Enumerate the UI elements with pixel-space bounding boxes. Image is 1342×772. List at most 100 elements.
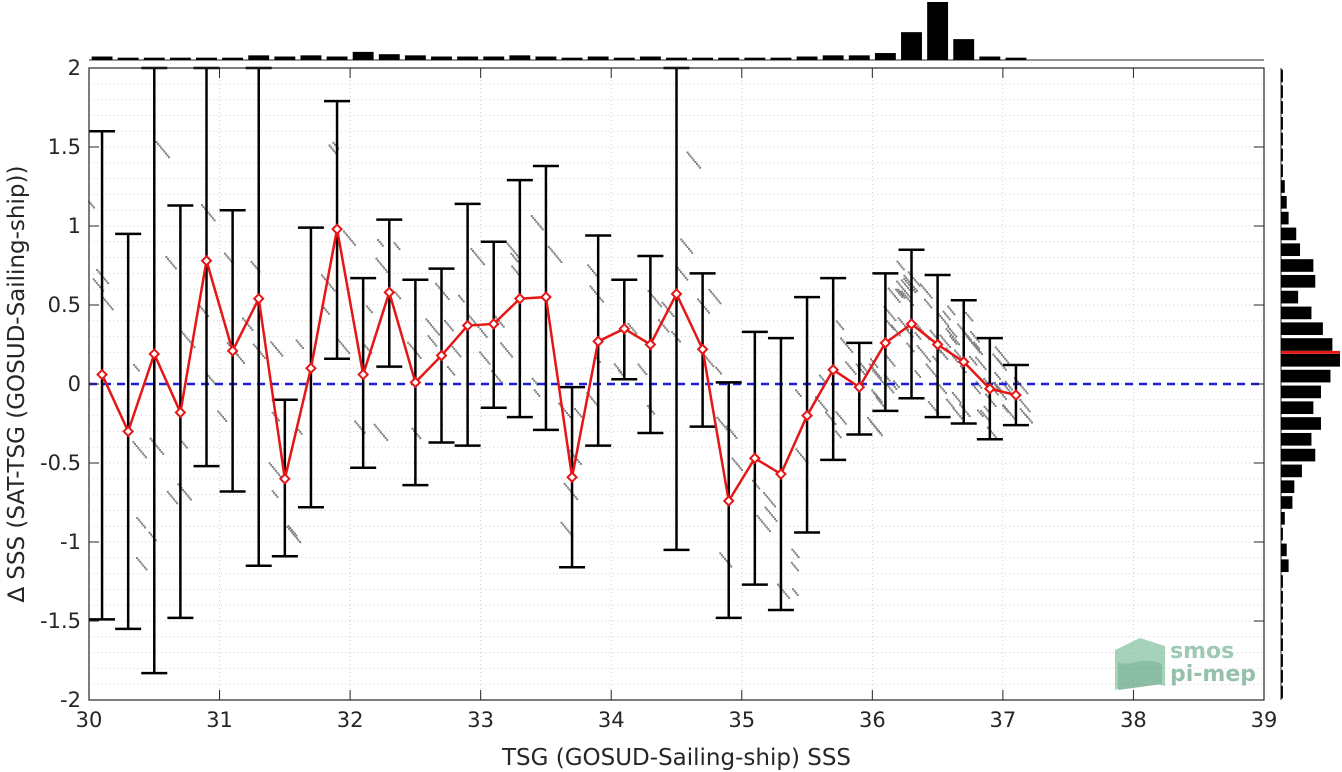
- scatter-point: [975, 381, 978, 384]
- scatter-point: [912, 286, 915, 289]
- scatter-point: [345, 348, 348, 351]
- scatter-point: [594, 401, 597, 404]
- scatter-point: [825, 409, 828, 412]
- scatter-point: [255, 266, 258, 269]
- scatter-point: [207, 374, 210, 377]
- scatter-point: [617, 369, 620, 372]
- scatter-point: [1024, 413, 1027, 416]
- scatter-point: [933, 373, 936, 376]
- scatter-point: [791, 548, 794, 551]
- scatter-point: [914, 370, 917, 373]
- right-histogram-bar: [1281, 575, 1283, 588]
- scatter-point: [451, 345, 454, 348]
- scatter-point: [756, 514, 759, 517]
- scatter-point: [955, 351, 958, 354]
- scatter-point: [621, 373, 624, 376]
- scatter-point: [795, 567, 798, 570]
- scatter-point: [736, 463, 739, 466]
- scatter-point: [565, 527, 568, 530]
- scatter-point: [765, 526, 768, 529]
- scatter-point: [171, 496, 174, 499]
- scatter-point: [959, 365, 962, 368]
- scatter-point: [451, 371, 454, 374]
- scatter-point: [846, 363, 849, 366]
- y-ticks: -2 -1.5 -1 -0.5 0 0.5 1 1.5 2: [40, 56, 1264, 712]
- x-tick-label: 30: [76, 708, 103, 732]
- scatter-point: [841, 339, 844, 342]
- scatter-point: [144, 456, 147, 459]
- scatter-point: [508, 244, 511, 247]
- scatter-point: [225, 419, 228, 422]
- scatter-point: [411, 427, 414, 430]
- scatter-point: [416, 433, 419, 436]
- right-histogram-bar: [1281, 227, 1297, 241]
- scatter-point: [697, 298, 700, 301]
- scatter-point: [1009, 386, 1012, 389]
- scatter-point: [342, 344, 345, 347]
- scatter-point: [983, 405, 986, 408]
- scatter-point: [921, 350, 924, 353]
- scatter-point: [875, 371, 878, 374]
- scatter-point: [906, 342, 909, 345]
- scatter-point: [225, 254, 228, 257]
- scatter-point: [861, 364, 864, 367]
- top-histogram-bar: [352, 51, 374, 60]
- scatter-point: [848, 365, 851, 368]
- scatter-point: [996, 348, 999, 351]
- scatter-point: [646, 404, 649, 407]
- scatter-point: [915, 280, 918, 283]
- scatter-point: [260, 353, 263, 356]
- scatter-point: [670, 313, 673, 316]
- scatter-point: [969, 355, 972, 358]
- mean-line: [96, 223, 1022, 507]
- scatter-point: [966, 313, 969, 316]
- scatter-point: [342, 230, 345, 233]
- scatter-point: [741, 468, 744, 471]
- scatter-point: [601, 300, 604, 303]
- scatter-point: [503, 346, 506, 349]
- scatter-point: [1020, 384, 1023, 387]
- scatter-point: [473, 251, 476, 254]
- mean-marker: [540, 291, 552, 304]
- scatter-point: [697, 164, 700, 167]
- scatter-point: [550, 249, 553, 252]
- scatter-point: [986, 417, 989, 420]
- mean-marker: [1010, 389, 1022, 401]
- scatter-point: [918, 347, 921, 350]
- scatter-point: [974, 336, 977, 339]
- scatter-points: [88, 141, 1033, 599]
- scatter-point: [380, 242, 383, 245]
- scatter-point: [898, 334, 901, 337]
- scatter-point: [994, 383, 997, 386]
- top-histogram-bar: [613, 57, 635, 60]
- scatter-point: [1029, 419, 1032, 422]
- scatter-point: [326, 310, 329, 313]
- scatter-point: [924, 354, 927, 357]
- scatter-point: [576, 459, 579, 462]
- scatter-point: [137, 369, 140, 372]
- scatter-point: [907, 293, 910, 296]
- scatter-point: [595, 292, 598, 295]
- scatter-point: [947, 400, 950, 403]
- scatter-point: [671, 331, 674, 334]
- scatter-point: [792, 563, 795, 566]
- scatter-point: [431, 325, 434, 328]
- scatter-point: [447, 323, 450, 326]
- scatter-point: [1003, 406, 1006, 409]
- scatter-point: [228, 258, 231, 261]
- right-histogram-bar: [1281, 148, 1283, 162]
- scatter-point: [658, 303, 661, 306]
- scatter-point: [904, 290, 907, 293]
- scatter-point: [535, 391, 538, 394]
- scatter-point: [469, 316, 472, 319]
- scatter-point: [184, 444, 187, 447]
- scatter-point: [925, 363, 928, 366]
- scatter-point: [792, 550, 795, 553]
- scatter-point: [822, 378, 825, 381]
- scatter-point: [873, 424, 876, 427]
- scatter-point: [1008, 411, 1011, 414]
- scatter-point: [482, 263, 485, 266]
- scatter-point: [942, 338, 945, 341]
- scatter-point: [446, 365, 449, 368]
